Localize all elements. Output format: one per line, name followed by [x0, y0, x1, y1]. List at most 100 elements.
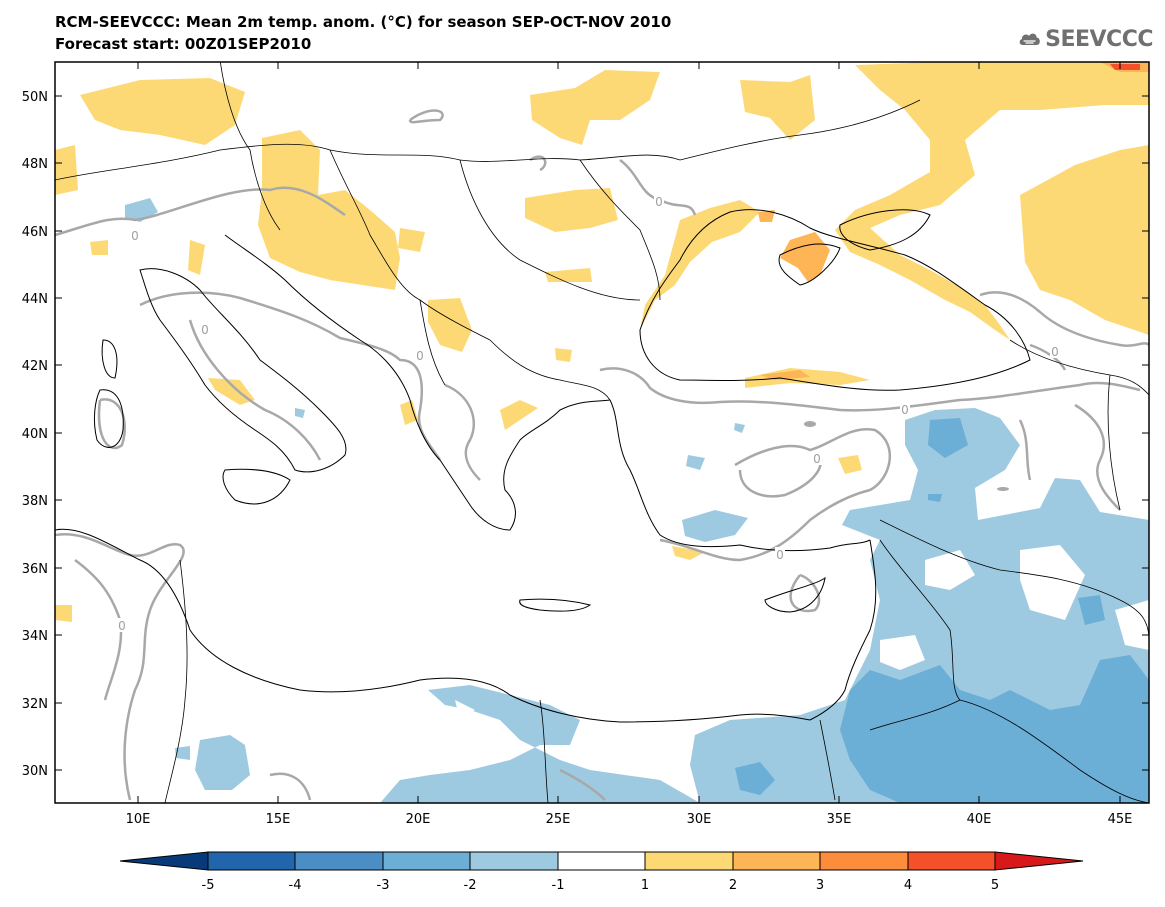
warm-region	[745, 368, 870, 388]
white-hole	[1115, 600, 1149, 650]
colorbar-segment	[994, 851, 1084, 871]
contour-label: 0	[776, 548, 784, 562]
warm-region	[1020, 145, 1149, 335]
strong-cold-regions	[735, 418, 1149, 803]
colorbar-tick-label: 1	[641, 878, 649, 893]
lat-label: 30N	[22, 764, 48, 779]
colorbar-segment	[557, 851, 646, 871]
colorbar-tick-label: 4	[904, 878, 912, 893]
crimea	[778, 243, 841, 286]
cyprus	[764, 576, 826, 613]
border	[679, 99, 921, 161]
contour-label: 0	[131, 229, 139, 243]
lat-label: 50N	[22, 90, 48, 105]
zero-contour	[97, 398, 127, 450]
colorbar-segment	[907, 851, 996, 871]
zero-contour	[659, 427, 892, 562]
border	[819, 719, 836, 801]
zero-contour	[979, 291, 1149, 347]
zero-contour	[55, 186, 346, 237]
warm-region	[258, 130, 400, 290]
azov-sea	[839, 209, 931, 251]
lon-label: 35E	[827, 812, 852, 827]
lon-label: 45E	[1108, 812, 1133, 827]
cold-region	[734, 423, 745, 433]
colorbar-segment	[382, 851, 471, 871]
zero-contour	[139, 291, 442, 461]
adriatic-east	[224, 234, 441, 461]
zero-contour	[789, 573, 821, 613]
warm-region	[188, 240, 205, 275]
cold-region-holes	[455, 545, 1149, 720]
colorbar-segment	[119, 851, 209, 871]
lat-label: 34N	[22, 629, 48, 644]
colorbar-segment	[207, 851, 296, 871]
contour-label-bg	[117, 618, 127, 632]
contour-label-bg	[130, 228, 140, 242]
warm-region	[80, 78, 245, 145]
warm-region	[500, 400, 538, 430]
contour-label-bg	[654, 194, 664, 208]
lat-label: 32N	[22, 697, 48, 712]
border	[419, 299, 446, 386]
warm-anomaly-regions	[55, 62, 1149, 622]
colorbar-segment	[469, 851, 559, 871]
lon-label: 10E	[126, 812, 151, 827]
zero-contour	[559, 768, 606, 801]
seevccc-logo: SEEVCCC	[1018, 22, 1153, 56]
zero-contour	[444, 383, 481, 481]
cold-region-2	[1078, 595, 1105, 625]
colorbar-segment	[644, 851, 734, 871]
contour-blob	[804, 421, 816, 427]
warm-region	[55, 145, 78, 195]
sicily	[222, 468, 291, 505]
border	[959, 699, 1149, 803]
warm-region	[398, 228, 425, 252]
warm-region-3	[1110, 64, 1140, 70]
colorbar-tick-label: -5	[202, 878, 215, 893]
contour-label: 0	[416, 349, 424, 363]
border	[539, 699, 549, 803]
logo-text: SEEVCCC	[1045, 26, 1153, 52]
cold-region-2	[928, 494, 942, 502]
contour-label: 0	[1051, 345, 1059, 359]
greece	[439, 399, 611, 531]
warm-region	[835, 62, 1149, 340]
contour-label-bg	[812, 451, 822, 465]
white-hole	[455, 700, 475, 720]
contour-label-bg	[415, 348, 425, 362]
colorbar-tick-label: 2	[729, 878, 737, 893]
cold-region-2	[928, 418, 968, 458]
contour-label: 0	[118, 619, 126, 633]
colorbar-tick-label: -4	[289, 878, 302, 893]
warm-region	[672, 546, 705, 560]
border	[459, 159, 641, 301]
colorbar-tick-label: -3	[377, 878, 390, 893]
contour-labels: 0 0 0 0 0 0 0 0 0	[117, 194, 1060, 633]
lat-label: 38N	[22, 494, 48, 509]
cold-region-2	[735, 762, 775, 795]
lat-label: 42N	[22, 359, 48, 374]
warm-region	[55, 605, 72, 622]
cold-region	[175, 746, 190, 760]
cold-region	[295, 408, 305, 418]
zero-contour	[408, 109, 444, 124]
zero-contour-blobs	[804, 421, 1009, 491]
warm-region	[525, 188, 618, 232]
warm-region-2	[758, 210, 775, 222]
warm-region	[530, 70, 660, 145]
crete	[519, 598, 592, 612]
lat-label: 44N	[22, 292, 48, 307]
border	[219, 62, 281, 231]
page-title: RCM-SEEVCCC: Mean 2m temp. anom. (°C) fo…	[55, 13, 672, 31]
zero-contour	[529, 155, 547, 172]
colorbar-segment	[732, 851, 821, 871]
contour-label-bg	[775, 547, 785, 561]
white-hole	[1020, 545, 1085, 620]
contour-label-bg	[900, 402, 910, 416]
warm-region	[640, 200, 760, 330]
border	[164, 559, 188, 803]
coastlines	[55, 209, 1031, 723]
hot-regions	[1110, 64, 1140, 70]
